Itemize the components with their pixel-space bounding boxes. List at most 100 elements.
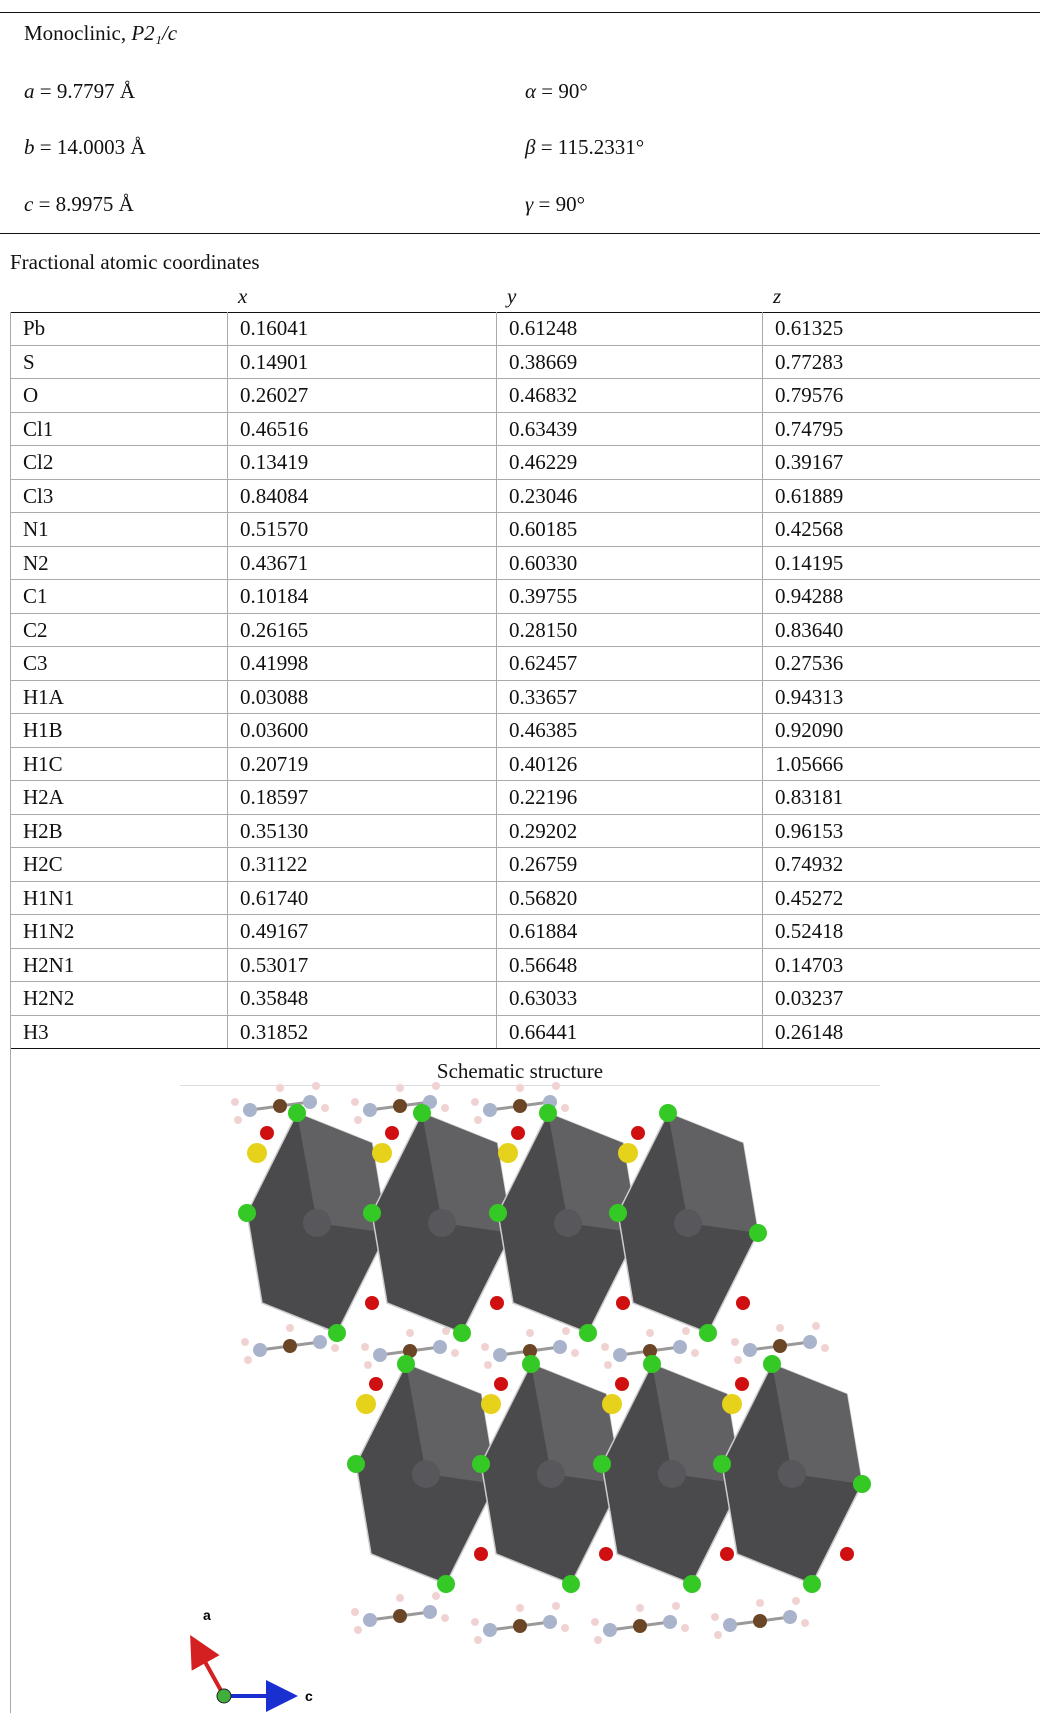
atom-o: [260, 1126, 274, 1140]
atom-n: [543, 1615, 557, 1629]
atom-o: [494, 1377, 508, 1391]
atom-h: [471, 1098, 479, 1106]
atom-cl: [472, 1455, 490, 1473]
atom-h: [691, 1349, 699, 1357]
atom-h: [471, 1618, 479, 1626]
atom-c: [773, 1339, 787, 1353]
atom-h: [321, 1104, 329, 1112]
atom-pb: [412, 1460, 440, 1488]
atom-h: [672, 1602, 680, 1610]
atom-o: [365, 1296, 379, 1310]
atom-h: [792, 1597, 800, 1605]
atom-n: [373, 1348, 387, 1362]
atom-h: [734, 1356, 742, 1364]
atom-h: [561, 1624, 569, 1632]
atom-o: [720, 1547, 734, 1561]
atom-h: [396, 1594, 404, 1602]
atom-h: [351, 1608, 359, 1616]
atom-pb: [428, 1209, 456, 1237]
atom-h: [604, 1361, 612, 1369]
atom-s: [602, 1394, 622, 1414]
atom-c: [513, 1099, 527, 1113]
atom-s: [618, 1143, 638, 1163]
atom-h: [231, 1098, 239, 1106]
atom-n: [423, 1605, 437, 1619]
atom-h: [244, 1356, 252, 1364]
atom-pb: [658, 1460, 686, 1488]
axis-b: [217, 1689, 231, 1703]
atom-h: [756, 1599, 764, 1607]
atom-s: [481, 1394, 501, 1414]
atom-h: [714, 1631, 722, 1639]
axis-a-label: a: [203, 1607, 211, 1623]
atom-h: [286, 1324, 294, 1332]
atom-h: [241, 1338, 249, 1346]
atom-c: [273, 1099, 287, 1113]
atom-pb: [778, 1460, 806, 1488]
atom-h: [474, 1116, 482, 1124]
atom-n: [363, 1613, 377, 1627]
atom-h: [516, 1604, 524, 1612]
atom-n: [613, 1348, 627, 1362]
atom-h: [801, 1619, 809, 1627]
atom-h: [484, 1361, 492, 1369]
atom-o: [599, 1547, 613, 1561]
atom-pb: [674, 1209, 702, 1237]
atom-h: [312, 1082, 320, 1090]
atom-s: [372, 1143, 392, 1163]
atom-n: [253, 1343, 267, 1357]
atom-h: [561, 1104, 569, 1112]
atom-h: [681, 1624, 689, 1632]
atom-cl: [328, 1324, 346, 1342]
atom-h: [351, 1098, 359, 1106]
atom-h: [552, 1082, 560, 1090]
atom-cl: [539, 1104, 557, 1122]
atom-h: [516, 1084, 524, 1092]
atom-h: [406, 1329, 414, 1337]
atom-h: [276, 1084, 284, 1092]
atom-n: [553, 1340, 567, 1354]
atom-cl: [713, 1455, 731, 1473]
atom-h: [396, 1084, 404, 1092]
atom-h: [682, 1327, 690, 1335]
atom-cl: [489, 1204, 507, 1222]
atom-cl: [609, 1204, 627, 1222]
atom-h: [636, 1604, 644, 1612]
atom-c: [393, 1609, 407, 1623]
atom-n: [363, 1103, 377, 1117]
atom-h: [731, 1338, 739, 1346]
atom-o: [736, 1296, 750, 1310]
atom-cl: [659, 1104, 677, 1122]
atom-o: [511, 1126, 525, 1140]
atom-o: [490, 1296, 504, 1310]
atom-cl: [363, 1204, 381, 1222]
atom-h: [331, 1344, 339, 1352]
atom-o: [616, 1296, 630, 1310]
atom-n: [603, 1623, 617, 1637]
atom-cl: [579, 1324, 597, 1342]
atom-n: [303, 1095, 317, 1109]
atom-o: [474, 1547, 488, 1561]
atom-h: [526, 1329, 534, 1337]
atom-n: [483, 1103, 497, 1117]
atom-s: [722, 1394, 742, 1414]
atom-h: [451, 1349, 459, 1357]
atom-c: [283, 1339, 297, 1353]
atom-pb: [554, 1209, 582, 1237]
atom-o: [615, 1377, 629, 1391]
atom-cl: [522, 1355, 540, 1373]
atom-cl: [683, 1575, 701, 1593]
atom-h: [594, 1636, 602, 1644]
atom-h: [601, 1343, 609, 1351]
atom-h: [812, 1322, 820, 1330]
atom-n: [783, 1610, 797, 1624]
atom-cl: [562, 1575, 580, 1593]
atom-n: [723, 1618, 737, 1632]
atom-o: [840, 1547, 854, 1561]
atom-h: [354, 1116, 362, 1124]
atom-cl: [803, 1575, 821, 1593]
atom-n: [803, 1335, 817, 1349]
structure-figure: a c: [0, 0, 1040, 1713]
atom-cl: [413, 1104, 431, 1122]
atom-h: [562, 1327, 570, 1335]
